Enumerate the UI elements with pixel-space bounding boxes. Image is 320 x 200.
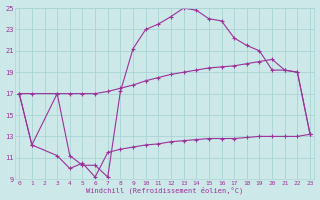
X-axis label: Windchill (Refroidissement éolien,°C): Windchill (Refroidissement éolien,°C) xyxy=(86,187,243,194)
